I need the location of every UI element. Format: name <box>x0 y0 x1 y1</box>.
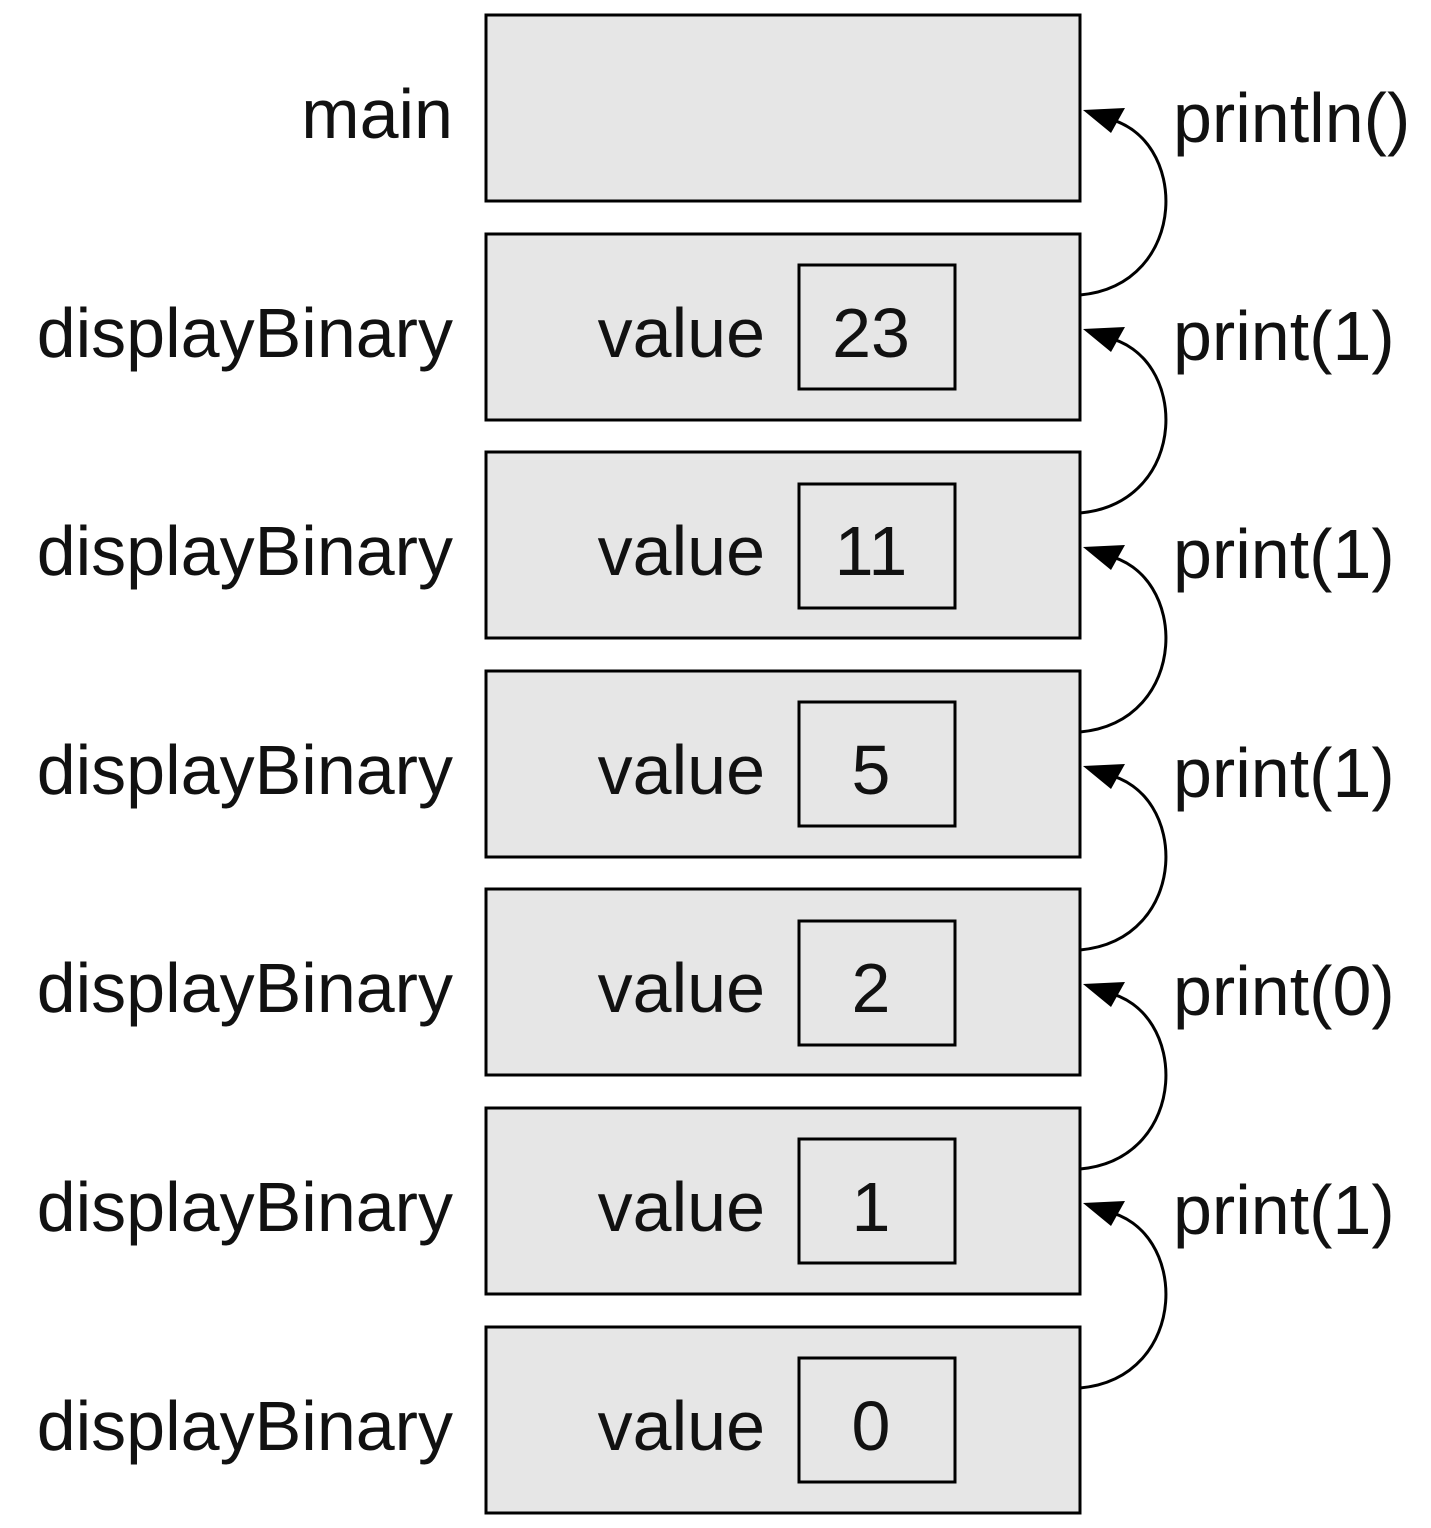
return-arrow-curve <box>1079 116 1168 297</box>
return-arrow: print(1) <box>1079 297 1395 515</box>
value-box <box>797 1137 957 1265</box>
stack-frame-displaybinary: displayBinary value 0 <box>37 1325 1082 1515</box>
call-label: print(1) <box>1173 515 1395 593</box>
arrowhead <box>1083 1201 1125 1226</box>
frame-name: displayBinary <box>37 1387 453 1465</box>
stack-frame-displaybinary: displayBinary value 1 <box>37 1106 1082 1296</box>
frame-name: displayBinary <box>37 731 453 809</box>
value-box <box>797 700 957 828</box>
arrowhead <box>1083 764 1125 789</box>
variable-value: 2 <box>852 949 891 1027</box>
call-label: print(1) <box>1173 734 1395 812</box>
frame-box <box>484 232 1082 422</box>
variable-value: 5 <box>852 731 891 809</box>
variable-value: 11 <box>835 512 908 590</box>
frame-name: displayBinary <box>37 294 453 372</box>
frame-name: displayBinary <box>37 512 453 590</box>
frame-name: displayBinary <box>37 949 453 1027</box>
variable-value: 0 <box>852 1387 891 1465</box>
return-arrow: print(1) <box>1079 1171 1395 1390</box>
stack-frame-displaybinary: displayBinary value 23 <box>37 232 1082 422</box>
value-box <box>797 482 957 610</box>
variable-label: value <box>598 731 765 809</box>
frame-box <box>484 669 1082 859</box>
value-box <box>797 919 957 1047</box>
variable-label: value <box>598 512 765 590</box>
stack-frame-displaybinary: displayBinary value 2 <box>37 887 1082 1077</box>
frame-box <box>484 450 1082 640</box>
variable-value: 23 <box>832 294 910 372</box>
return-arrow-curve <box>1079 1209 1168 1390</box>
arrowhead <box>1083 108 1125 133</box>
variable-label: value <box>598 1387 765 1465</box>
arrowhead <box>1083 982 1125 1007</box>
call-label: print(1) <box>1173 297 1395 375</box>
value-box <box>797 1356 957 1484</box>
variable-value: 1 <box>852 1168 891 1246</box>
frame-name: main <box>301 75 453 153</box>
variable-label: value <box>598 1168 765 1246</box>
call-label: print(1) <box>1173 1171 1395 1249</box>
frame-box <box>484 887 1082 1077</box>
return-arrow-curve <box>1079 553 1168 734</box>
variable-label: value <box>598 294 765 372</box>
value-box <box>797 263 957 391</box>
arrowhead <box>1083 545 1125 570</box>
return-arrow: print(1) <box>1079 515 1395 734</box>
stack-frame-displaybinary: displayBinary value 5 <box>37 669 1082 859</box>
return-arrow-curve <box>1079 772 1168 952</box>
stack-frame-displaybinary: displayBinary value 11 <box>37 450 1082 640</box>
return-arrow: print(1) <box>1079 734 1395 952</box>
return-arrow-curve <box>1079 335 1168 515</box>
stack-frame-main: main <box>301 13 1082 203</box>
arrowhead <box>1083 327 1125 352</box>
return-arrow-curve <box>1079 990 1168 1171</box>
frame-box <box>484 13 1082 203</box>
return-arrow: print(0) <box>1079 952 1395 1171</box>
call-label: print(0) <box>1173 952 1395 1030</box>
return-arrow: println() <box>1079 79 1410 297</box>
frame-box <box>484 1106 1082 1296</box>
variable-label: value <box>598 949 765 1027</box>
call-label: println() <box>1173 79 1410 157</box>
frame-box <box>484 1325 1082 1515</box>
frame-name: displayBinary <box>37 1168 453 1246</box>
